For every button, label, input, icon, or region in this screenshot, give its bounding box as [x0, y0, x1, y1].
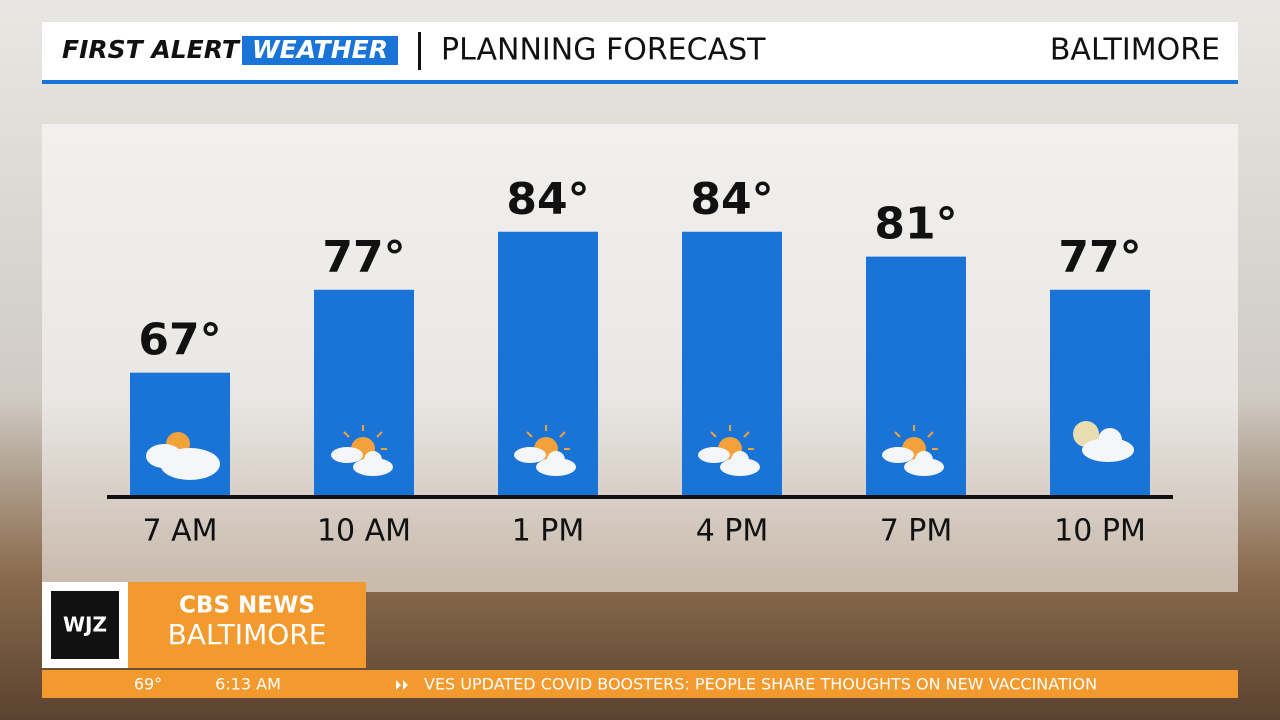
value-label: 84°: [506, 174, 589, 225]
station-logo: [51, 591, 119, 659]
value-label: 77°: [1058, 232, 1141, 283]
value-label: 81°: [874, 199, 957, 250]
header-bar: [42, 22, 1238, 80]
header-underline: [42, 80, 1238, 84]
network-box: [128, 582, 366, 668]
ticker-bar: [42, 670, 1238, 698]
station-name: WJZ: [63, 613, 107, 637]
header-location: BALTIMORE: [1050, 33, 1220, 68]
header-title: PLANNING FORECAST: [441, 33, 766, 68]
network-city: BALTIMORE: [168, 618, 327, 651]
x-tick-label: 7 AM: [142, 514, 217, 549]
chart-panel: [42, 124, 1238, 592]
brand-first: FIRST ALERT: [62, 35, 241, 64]
network-name: CBS NEWS: [179, 593, 315, 619]
brand-box: [242, 36, 398, 65]
value-label: 67°: [138, 315, 221, 366]
weather-icons: [146, 421, 1134, 480]
x-tick-label: 1 PM: [512, 514, 585, 549]
x-tick-label: 10 AM: [317, 514, 411, 549]
x-tick-label: 10 PM: [1054, 514, 1146, 549]
brand-second: WEATHER: [252, 35, 388, 64]
bar: [1050, 289, 1150, 497]
x-tick-label: 4 PM: [696, 514, 769, 549]
x-tick-label: 7 PM: [880, 514, 953, 549]
divider: [418, 32, 421, 70]
ticker-arrows: [396, 680, 408, 690]
ticker-time: 6:13 AM: [215, 675, 281, 694]
ticker-temperature: 69°: [134, 675, 162, 694]
value-label: 77°: [322, 232, 405, 283]
value-label: 84°: [690, 174, 773, 225]
ticker-headline: VES UPDATED COVID BOOSTERS: PEOPLE SHARE…: [424, 675, 1097, 694]
